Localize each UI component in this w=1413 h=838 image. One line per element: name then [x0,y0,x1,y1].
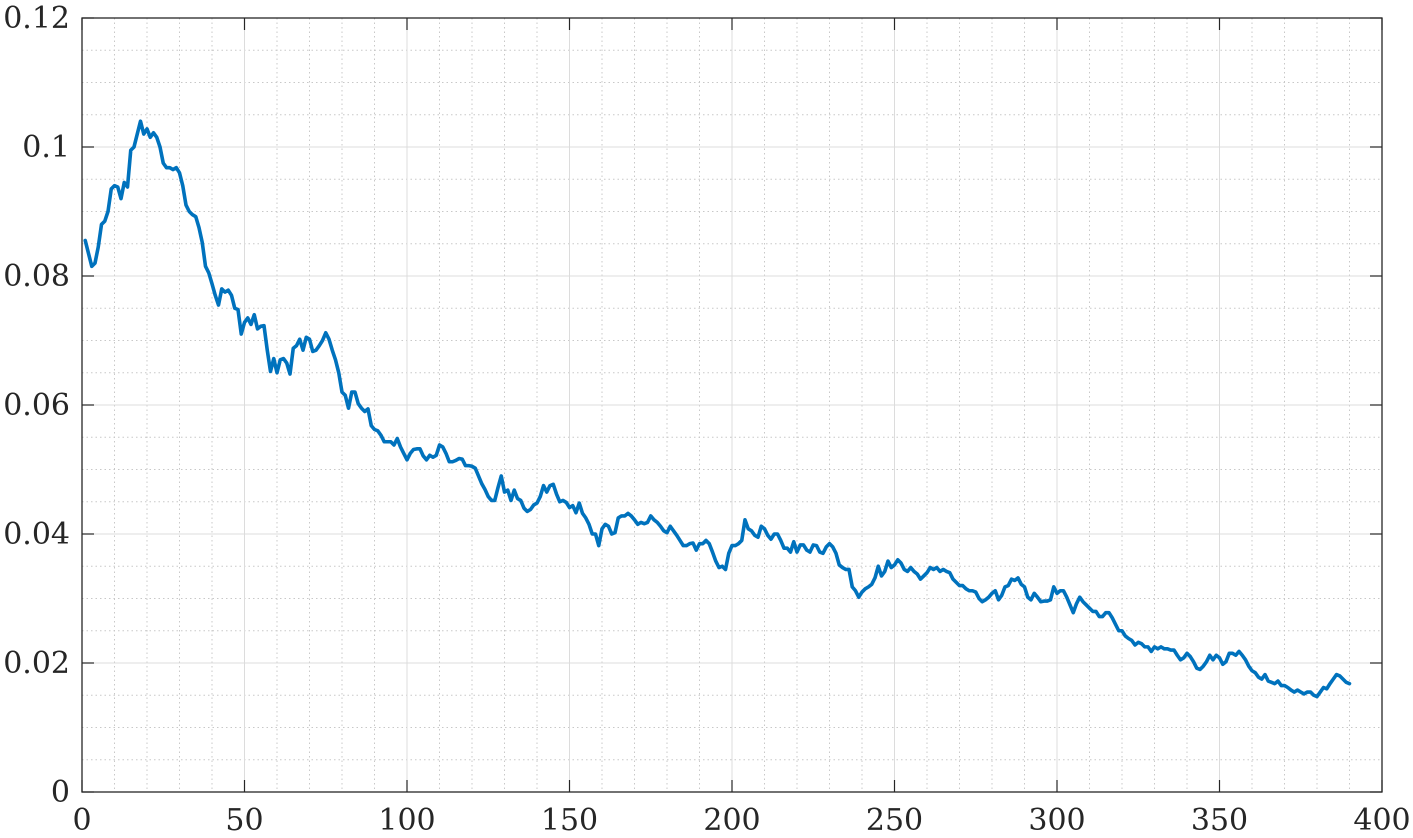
x-tick-label: 50 [225,803,263,838]
y-tick-label: 0.02 [3,646,70,681]
x-tick-label: 150 [541,803,598,838]
x-tick-label: 200 [703,803,760,838]
x-tick-label: 250 [866,803,923,838]
y-tick-label: 0.06 [3,388,70,423]
series-line-0 [83,119,1352,699]
tick-marks [81,17,1383,793]
y-tick-label: 0.08 [3,259,70,294]
y-tick-label: 0.04 [3,517,70,552]
x-tick-label: 400 [1353,803,1410,838]
y-tick-label: 0.1 [22,130,70,165]
x-tick-label: 300 [1028,803,1085,838]
series-layer [83,119,1352,699]
x-tick-labels: 0 50 100 150 200 250 300 350 400 [72,803,1410,838]
x-tick-label: 350 [1191,803,1248,838]
y-tick-label: 0 [51,775,70,810]
x-tick-label: 0 [72,803,91,838]
y-tick-labels: 0 0.02 0.04 0.06 0.08 0.1 0.12 [3,1,70,810]
x-tick-label: 100 [378,803,435,838]
y-tick-label: 0.12 [3,1,70,36]
